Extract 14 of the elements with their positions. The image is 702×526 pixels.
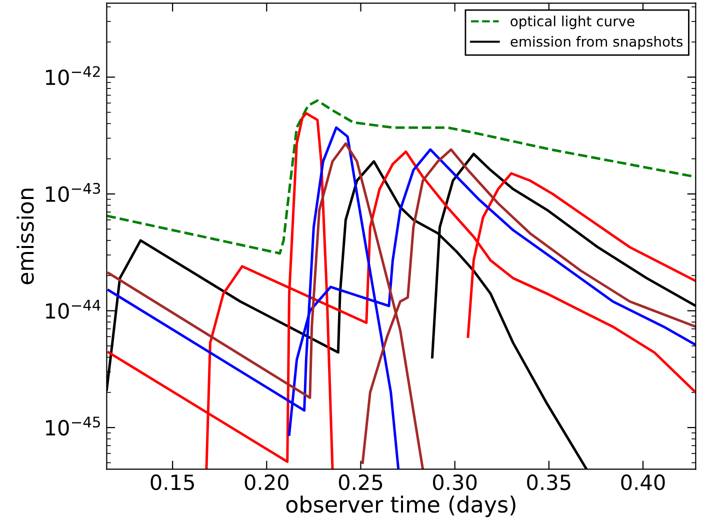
- y-axis-title: emission: [16, 188, 34, 284]
- y-tick-label: 10$^{−44}$: [46, 300, 100, 319]
- y-tick-label: 10$^{−43}$: [46, 182, 100, 202]
- y-tick-label: 10$^{−45}$: [46, 416, 100, 436]
- x-axis-title: observer time (days): [286, 496, 516, 518]
- y-tick-label: 10$^{−42}$: [46, 66, 100, 86]
- x-tick-label: 0.25: [338, 474, 382, 490]
- legend-label: emission from snapshots: [510, 36, 683, 50]
- x-tick-label: 0.30: [433, 474, 477, 490]
- x-tick-label: 0.15: [150, 474, 194, 490]
- x-tick-label: 0.40: [621, 474, 665, 490]
- x-tick-label: 0.20: [244, 474, 288, 490]
- legend-label: optical light curve: [510, 16, 634, 30]
- x-tick-label: 0.35: [527, 474, 570, 490]
